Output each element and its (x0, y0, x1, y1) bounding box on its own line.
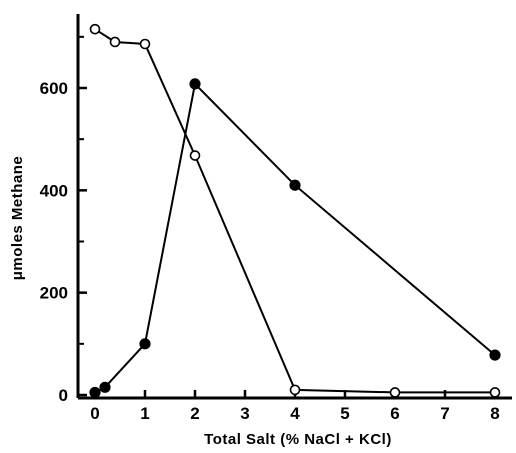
y-tick-label: 0 (59, 386, 68, 405)
series-layer (89, 23, 501, 399)
x-axis-title: Total Salt (% NaCl + KCl) (204, 431, 392, 448)
x-tick-label: 5 (340, 404, 349, 423)
y-tick-label: 400 (40, 181, 68, 200)
x-tick-label: 6 (390, 404, 399, 423)
x-tick-label: 7 (440, 404, 449, 423)
data-point (89, 386, 101, 399)
x-tick-label: 3 (240, 404, 249, 423)
data-point (389, 387, 401, 398)
x-tick-label: 1 (140, 404, 149, 423)
data-point (89, 23, 101, 35)
x-tick-label: 8 (490, 404, 499, 423)
y-tick-label: 200 (40, 284, 68, 303)
axes: 0 200 400 600 0 1 2 3 4 5 6 7 8 (40, 14, 512, 423)
x-tick-label: 0 (90, 404, 99, 423)
x-tick-label: 4 (290, 404, 300, 423)
x-tick-label: 2 (190, 404, 199, 423)
data-point (109, 36, 121, 48)
data-point (189, 150, 201, 161)
data-point (289, 384, 301, 396)
data-point (99, 381, 111, 393)
series-1 (89, 78, 501, 399)
data-point (489, 387, 501, 398)
data-point (289, 179, 301, 191)
data-point (139, 338, 151, 350)
series-line (94, 28, 495, 394)
series-line (94, 81, 496, 394)
data-point (489, 349, 501, 361)
data-point (139, 38, 151, 50)
y-axis-title: μmoles Methane (9, 156, 26, 281)
series-2 (89, 23, 501, 398)
y-tick-label: 600 (40, 79, 68, 98)
data-point (189, 78, 201, 90)
